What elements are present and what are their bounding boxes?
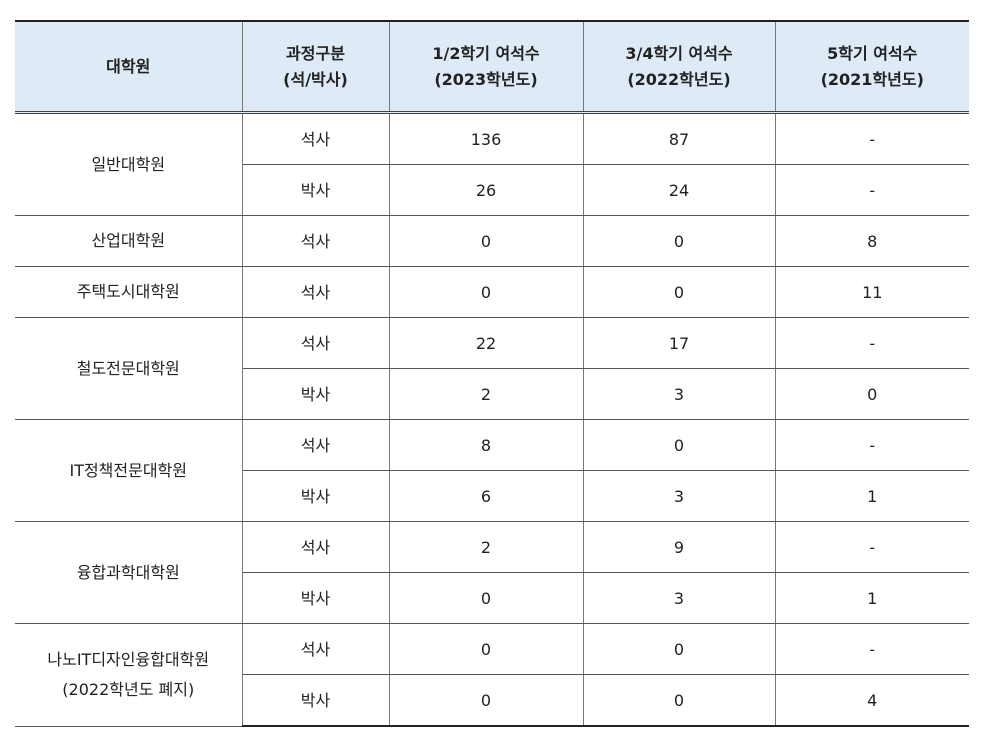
sem12-cell: 26 — [388, 164, 584, 216]
header-sem34: 3/4학기 여석수 (2022학년도) — [582, 20, 776, 113]
sem34-cell: 9 — [582, 521, 776, 573]
sem5-cell: - — [774, 521, 969, 573]
school-name-cell: IT정책전문대학원 — [15, 419, 243, 522]
sem5-cell: 11 — [774, 266, 969, 318]
school-name: 철도전문대학원 — [76, 358, 180, 378]
school-name: 나노IT디자인융합대학원 — [47, 649, 210, 669]
table-row: 박사 2 3 0 — [15, 368, 969, 420]
sem12-cell: 2 — [388, 521, 584, 573]
table-row: 박사 0 0 4 — [15, 674, 969, 727]
table-row: 주택도시대학원 석사 0 0 11 — [15, 266, 969, 318]
school-name: 일반대학원 — [91, 154, 166, 174]
school-name-cell: 철도전문대학원 — [15, 317, 243, 420]
header-course-line1: 과정구분 — [286, 43, 345, 63]
school-note: (2022학년도 폐지) — [62, 679, 195, 699]
header-school-label: 대학원 — [106, 56, 151, 76]
sem5-cell: 1 — [774, 470, 969, 522]
table-row: 일반대학원 석사 136 87- — [15, 111, 969, 216]
school-name: 산업대학원 — [91, 231, 166, 250]
degree-cell: 석사 — [241, 266, 390, 318]
sem12-cell: 0 — [388, 674, 584, 727]
sem12-cell: 136 — [388, 111, 584, 165]
school-name-cell: 일반대학원 — [15, 111, 243, 216]
sem5-cell: - — [774, 419, 969, 471]
school-name: 주택도시대학원 — [76, 282, 180, 301]
sem5-cell: 0 — [774, 368, 969, 420]
school-name-cell: 융합과학대학원 — [15, 521, 243, 624]
table-row: 융합과학대학원 석사 2 9- — [15, 521, 969, 624]
sem12-cell: 0 — [388, 215, 584, 267]
sem34-cell: 0 — [582, 215, 776, 267]
header-sem34-line2: (2022학년도) — [627, 69, 731, 89]
sem12-cell: 0 — [388, 266, 584, 318]
sem34-cell: 0 — [582, 419, 776, 471]
degree-cell: 박사 — [242, 368, 390, 420]
degree-cell: 석사 — [241, 215, 390, 267]
sem12-cell: 2 — [388, 368, 584, 420]
sem34-cell: 3 — [582, 470, 776, 522]
sem34-cell: 87 — [582, 111, 776, 165]
degree-cell: 박사 — [242, 674, 390, 727]
header-sem5: 5학기 여석수 (2021학년도) — [774, 20, 969, 113]
sem5-cell: - — [774, 111, 969, 165]
sem12-cell: 6 — [388, 470, 584, 522]
table-row: 박사 26 24- — [15, 164, 969, 216]
sem5-cell: - — [774, 164, 969, 216]
sem12-cell: 22 — [388, 317, 584, 369]
degree-cell: 석사 — [241, 317, 390, 369]
degree-cell: 석사 — [241, 419, 390, 471]
school-name-cell: 나노IT디자인융합대학원 (2022학년도 폐지) — [15, 623, 243, 727]
school-name: 융합과학대학원 — [76, 562, 180, 582]
header-school: 대학원 — [15, 20, 243, 113]
table-row: 나노IT디자인융합대학원 (2022학년도 폐지) 석사 0 0- — [15, 623, 969, 727]
sem12-cell: 0 — [388, 572, 584, 624]
sem34-cell: 24 — [582, 164, 776, 216]
degree-cell: 박사 — [242, 164, 390, 216]
sem12-cell: 0 — [388, 623, 584, 675]
degree-cell: 박사 — [242, 572, 390, 624]
table-row: 박사 6 3 1 — [15, 470, 969, 522]
sem12-cell: 8 — [388, 419, 584, 471]
degree-cell: 석사 — [241, 521, 390, 573]
sem34-cell: 0 — [582, 266, 776, 318]
header-sem12-line1: 1/2학기 여석수 — [432, 43, 540, 63]
sem5-cell: 1 — [774, 572, 969, 624]
header-row: 대학원 과정구분 (석/박사) 1/2학기 여석수 (2023학년도) 3/4학… — [15, 20, 969, 113]
sem34-cell: 3 — [582, 572, 776, 624]
sem34-cell: 0 — [582, 623, 776, 675]
header-course-line2: (석/박사) — [283, 69, 348, 89]
sem34-cell: 3 — [582, 368, 776, 420]
sem5-cell: - — [774, 317, 969, 369]
sem34-cell: 17 — [582, 317, 776, 369]
degree-cell: 석사 — [241, 111, 390, 165]
header-sem5-line2: (2021학년도) — [820, 69, 924, 89]
header-sem12-line2: (2023학년도) — [434, 69, 538, 89]
sem5-cell: - — [774, 623, 969, 675]
header-sem34-line1: 3/4학기 여석수 — [625, 43, 733, 63]
table-row: 철도전문대학원 석사 22 17- — [15, 317, 969, 420]
sem5-cell: 8 — [774, 215, 969, 267]
school-name: IT정책전문대학원 — [69, 460, 188, 480]
header-sem12: 1/2학기 여석수 (2023학년도) — [388, 20, 584, 113]
sem34-cell: 0 — [582, 674, 776, 727]
degree-cell: 박사 — [242, 470, 390, 522]
table-body: 일반대학원 석사 136 87- 박사 26 24- 산업대학원 석사 0 0 8 주택도시대학원 석사 0… — [15, 111, 969, 727]
table-row: IT정책전문대학원 석사 8 0- — [15, 419, 969, 522]
table-row: 산업대학원 석사 0 0 8 — [15, 215, 969, 267]
table-row: 박사 0 3 1 — [15, 572, 969, 624]
degree-cell: 석사 — [241, 623, 390, 675]
sem5-cell: 4 — [774, 674, 969, 727]
vacancy-table: 대학원 과정구분 (석/박사) 1/2학기 여석수 (2023학년도) 3/4학… — [15, 20, 969, 727]
school-name-cell: 산업대학원 — [15, 215, 243, 267]
header-sem5-line1: 5학기 여석수 — [827, 43, 918, 63]
school-name-cell: 주택도시대학원 — [15, 266, 243, 318]
header-course: 과정구분 (석/박사) — [241, 20, 390, 113]
